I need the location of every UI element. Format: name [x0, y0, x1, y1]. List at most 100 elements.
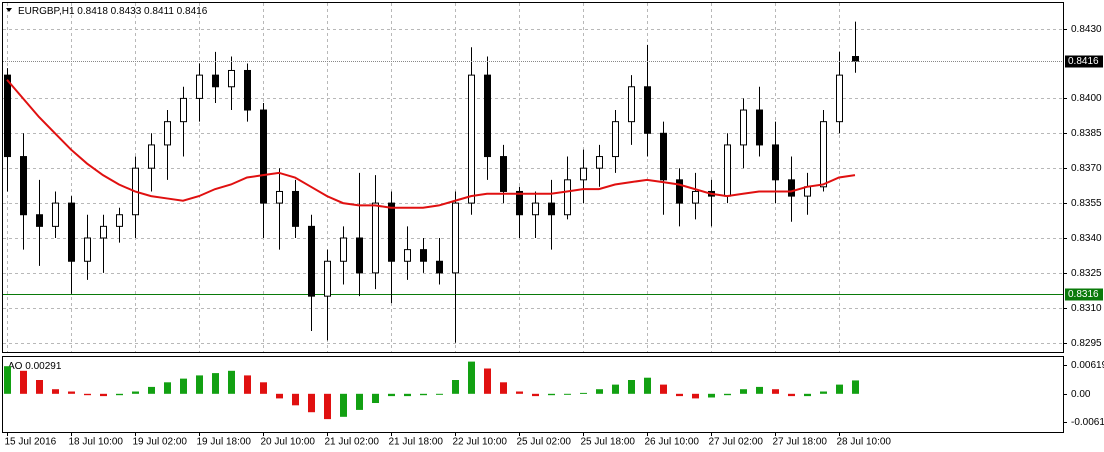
ao-bar	[452, 380, 459, 394]
candle-body	[564, 179, 571, 216]
ao-bar	[244, 375, 251, 394]
ao-bar	[420, 393, 427, 396]
candle-body	[372, 202, 379, 274]
ao-bar	[4, 366, 11, 394]
moving-average	[6, 79, 856, 209]
candle-body	[612, 121, 619, 158]
high: 0.8433	[111, 6, 142, 17]
candle-body	[756, 109, 763, 146]
ao-bar	[532, 393, 539, 397]
candle-body	[596, 156, 603, 169]
candle-body	[644, 86, 651, 134]
candle-body	[724, 144, 731, 197]
candle-body	[676, 179, 683, 204]
candle-body	[500, 156, 507, 192]
ao-bar	[596, 389, 603, 394]
x-tick-label: 25 Jul 18:00	[581, 437, 636, 448]
candle-body	[852, 56, 859, 62]
x-tick-label: 22 Jul 10:00	[453, 437, 508, 448]
x-tick-label: 19 Jul 02:00	[133, 437, 188, 448]
ao-bar	[500, 382, 507, 394]
candle-body	[4, 74, 11, 158]
ao-bar	[276, 393, 283, 399]
candle-body	[20, 156, 27, 216]
x-tick-label: 15 Jul 2016	[5, 437, 57, 448]
ao-bar	[708, 393, 715, 398]
x-tick-label: 21 Jul 02:00	[325, 437, 380, 448]
x-tick-label: 25 Jul 02:00	[517, 437, 572, 448]
ao-bar	[676, 393, 683, 397]
x-tick-label: 21 Jul 18:00	[389, 437, 444, 448]
ao-header: AO 0.00291	[8, 361, 62, 372]
candle-body	[148, 144, 155, 169]
ao-bar	[468, 361, 475, 394]
x-tick-label: 20 Jul 10:00	[261, 437, 316, 448]
level-label: 0.8316	[1068, 289, 1099, 300]
level-tag	[1065, 288, 1103, 301]
candle-body	[116, 214, 123, 227]
candle-body	[340, 237, 347, 262]
candle-body	[212, 74, 219, 88]
candle-body	[404, 249, 411, 262]
y-tick-label: 0.8340	[1071, 233, 1102, 244]
x-tick-label: 27 Jul 18:00	[773, 437, 828, 448]
candle-body	[452, 202, 459, 274]
symbol-header: EURGBP,H1 0.8418 0.8433 0.8411 0.8416	[18, 6, 208, 17]
ao-bar	[852, 380, 859, 394]
candle-body	[820, 121, 827, 188]
price-label: 0.8416	[1068, 56, 1099, 67]
candle-body	[548, 202, 555, 216]
y-tick-label: 0.8400	[1071, 93, 1102, 104]
ao-bar	[564, 393, 571, 395]
candle-body	[660, 132, 667, 181]
candle-body	[68, 202, 75, 262]
ao-bar	[788, 393, 795, 397]
x-tick-label: 19 Jul 18:00	[197, 437, 252, 448]
price-panel	[2, 2, 1064, 353]
ao-value: 0.00291	[25, 361, 62, 372]
candle-body	[532, 202, 539, 216]
candle-body	[836, 74, 843, 123]
y-tick-label: 0.8430	[1071, 24, 1102, 35]
y-tick-label: 0.8310	[1071, 303, 1102, 314]
ao-bar	[212, 373, 219, 394]
x-tick-label: 18 Jul 10:00	[69, 437, 124, 448]
open: 0.8418	[77, 6, 108, 17]
ao-bar	[724, 393, 731, 396]
candle-body	[324, 260, 331, 297]
candle-body	[436, 260, 443, 274]
low: 0.8411	[144, 6, 174, 17]
ao-bar	[404, 393, 411, 397]
candle-body	[180, 97, 187, 123]
candle-body	[164, 121, 171, 146]
candle-body	[788, 179, 795, 197]
candle-body	[628, 86, 635, 123]
ao-bar	[644, 377, 651, 394]
candle-body	[292, 190, 299, 227]
ao-bar	[612, 384, 619, 394]
candle-body	[516, 190, 523, 216]
menu-arrow[interactable]	[6, 8, 12, 12]
candle-body	[388, 202, 395, 262]
ao-bar	[148, 386, 155, 394]
ao-bar	[340, 393, 347, 417]
y-tick-label: 0.8385	[1071, 128, 1102, 139]
ao-bar	[116, 393, 123, 396]
candle-body	[484, 74, 491, 158]
candle-body	[772, 144, 779, 181]
y-tick-label: 0.00619	[1071, 360, 1104, 371]
ao-title: AO	[8, 361, 23, 372]
ao-bar	[836, 384, 843, 394]
x-tick-label: 28 Jul 10:00	[837, 437, 892, 448]
candle-body	[244, 69, 251, 111]
ao-bar	[100, 393, 107, 397]
ao-bar	[372, 393, 379, 404]
candle-body	[276, 190, 283, 204]
candle-body	[100, 225, 107, 239]
ao-bar	[820, 391, 827, 394]
y-tick-label: 0.8295	[1071, 338, 1102, 349]
ao-bar	[68, 391, 75, 394]
ao-bar	[292, 393, 299, 406]
ao-bar	[388, 393, 395, 397]
